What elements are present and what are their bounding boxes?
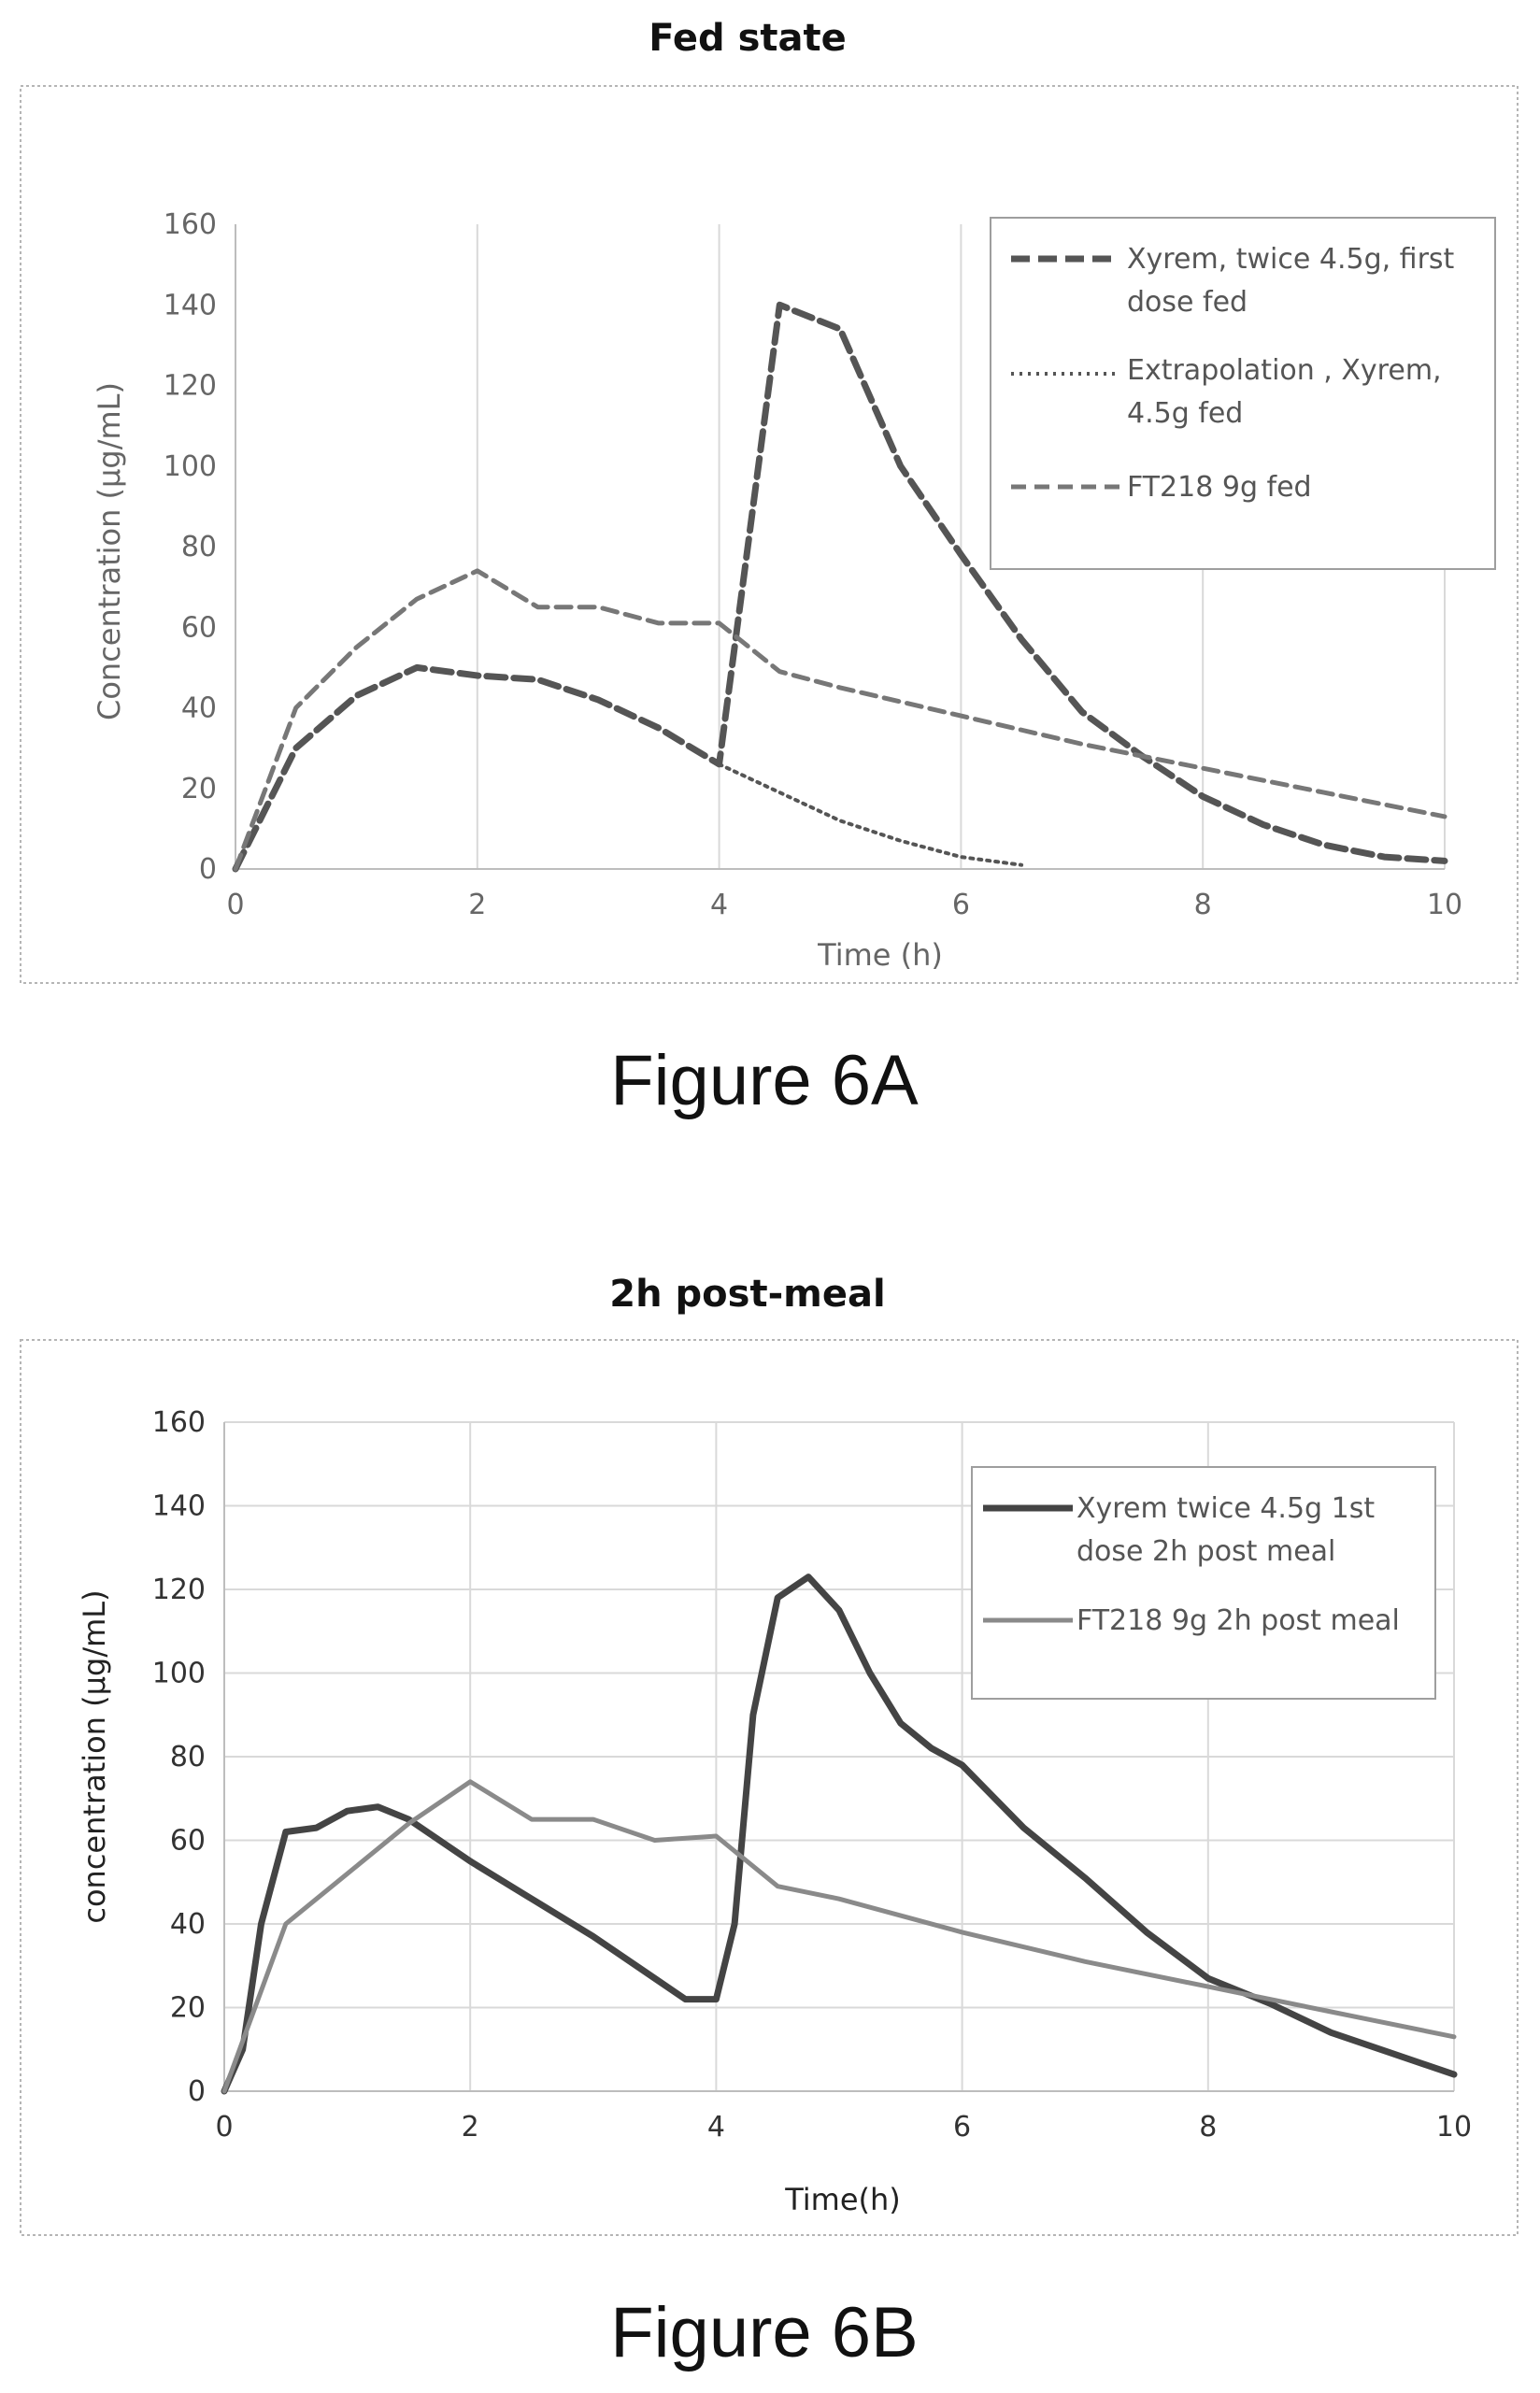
legend-label-ft218-post-meal: FT218 9g 2h post meal <box>1077 1604 1400 1637</box>
series-line-1 <box>232 301 1448 873</box>
y-tick-label: 140 <box>152 1490 206 1523</box>
x-tick-label: 10 <box>1436 2111 1472 2144</box>
legend-label-ft218-fed: FT218 9g fed <box>1127 471 1312 504</box>
y-tick-label: 140 <box>164 289 217 321</box>
y-axis-label: concentration (µg/mL) <box>77 1589 112 1923</box>
legend-label-line1: Xyrem, twice 4.5g, first <box>1127 243 1455 276</box>
y-tick-label: 20 <box>181 773 217 805</box>
legend: Xyrem, twice 4.5g, first dose fed Extrap… <box>990 217 1496 570</box>
figure-caption: Figure 6B <box>610 2293 919 2372</box>
x-tick-label: 8 <box>1199 2111 1217 2144</box>
y-tick-label: 40 <box>181 692 217 725</box>
x-axis-label: Time(h) <box>784 2182 901 2217</box>
y-tick-label: 100 <box>164 450 217 483</box>
y-tick-label: 60 <box>170 1825 206 1858</box>
x-tick-label: 6 <box>952 889 970 921</box>
legend-label-line2: dose 2h post meal <box>1077 1535 1335 1568</box>
y-tick-label: 0 <box>188 2075 206 2108</box>
x-tick-label: 0 <box>215 2111 233 2144</box>
legend-label-xyrem-fed: Xyrem, twice 4.5g, first dose fed <box>1127 243 1463 319</box>
y-tick-label: 80 <box>181 531 217 563</box>
legend-label-line1: Extrapolation , Xyrem, <box>1127 354 1442 387</box>
x-tick-label: 8 <box>1194 889 1212 921</box>
y-tick-label: 100 <box>152 1658 206 1690</box>
y-tick-label: 60 <box>181 611 217 644</box>
x-tick-label: 2 <box>462 2111 479 2144</box>
x-tick-label: 0 <box>226 889 244 921</box>
legend-label-extrapolation: Extrapolation , Xyrem, 4.5g fed <box>1127 354 1450 430</box>
x-tick-label: 6 <box>953 2111 971 2144</box>
x-tick-label: 4 <box>710 889 728 921</box>
y-tick-label: 80 <box>170 1741 206 1773</box>
x-tick-label: 10 <box>1427 889 1462 921</box>
legend-box <box>990 217 1496 570</box>
series-line-2 <box>717 762 1024 867</box>
chart-2h-post-meal: 2h post-meal 0 2 4 6 8 1002040608010012014016… <box>20 1273 1519 2372</box>
chart-title: 2h post-meal <box>609 1273 885 1316</box>
x-axis-label: Time (h) <box>817 937 943 973</box>
y-tick-label: 160 <box>152 1406 206 1439</box>
y-tick-label: 120 <box>152 1574 206 1606</box>
series-line-2 <box>221 1779 1457 2094</box>
legend-label-line2: 4.5g fed <box>1127 397 1243 430</box>
series-line-1 <box>221 1574 1458 2095</box>
chart-frame <box>20 1339 1519 2236</box>
y-tick-label: 0 <box>199 853 217 886</box>
chart-frame <box>20 85 1519 984</box>
chart-title: Fed state <box>649 17 847 60</box>
legend-label-xyrem-post-meal: Xyrem twice 4.5g 1st dose 2h post meal <box>1077 1492 1384 1568</box>
legend-label-line1: Xyrem twice 4.5g 1st <box>1077 1492 1375 1525</box>
x-tick-label: 4 <box>707 2111 725 2144</box>
series-lines <box>232 301 1448 873</box>
y-axis-label: Concentration (µg/mL) <box>92 382 127 720</box>
series-lines <box>221 1574 1458 2095</box>
y-tick-label: 20 <box>170 1992 206 2025</box>
y-tick-label: 40 <box>170 1908 206 1941</box>
x-tick-label: 2 <box>468 889 486 921</box>
legend: Xyrem twice 4.5g 1st dose 2h post meal F… <box>971 1466 1436 1700</box>
y-tick-label: 160 <box>164 208 217 241</box>
legend-label-line2: dose fed <box>1127 286 1248 319</box>
figure-caption: Figure 6A <box>610 1041 919 1120</box>
y-tick-label: 120 <box>164 370 217 403</box>
series-line-3 <box>233 568 1447 872</box>
